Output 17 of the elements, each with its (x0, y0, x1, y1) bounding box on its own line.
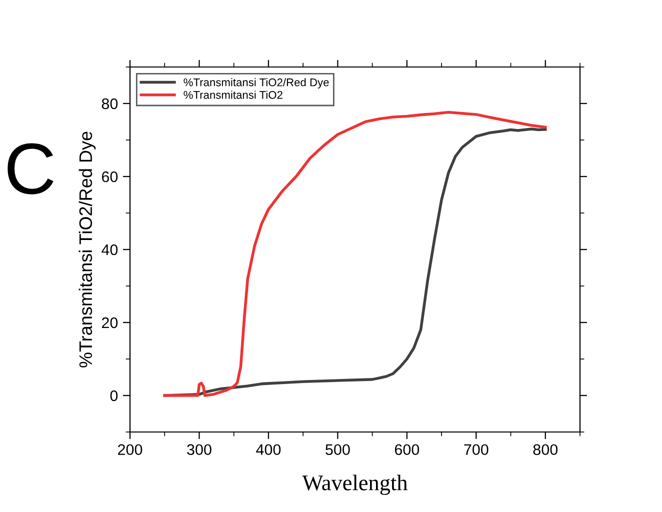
x-tick-label: 700 (464, 444, 488, 456)
x-tick-label: 400 (256, 444, 281, 456)
x-tick-label: 600 (394, 444, 420, 456)
y-tick-label: 40 (102, 244, 118, 256)
x-tick-label: 500 (326, 444, 350, 456)
legend-label: %Transmitansi TiO2 (184, 90, 282, 99)
y-tick-label: 20 (102, 317, 118, 328)
y-axis-title: %Transmitansi TiO2/Red Dye (78, 132, 96, 368)
x-tick-label: 200 (118, 444, 142, 456)
text: C (8, 143, 54, 194)
legend-label: %Transmitansi TiO2/Red Dye (184, 78, 329, 88)
y-tick-label: 80 (102, 98, 118, 110)
y-tick-label: 0 (110, 390, 118, 402)
y-tick-label: 60 (102, 171, 118, 182)
x-tick-label: 800 (533, 444, 558, 456)
x-tick-label: 300 (187, 444, 212, 456)
x-axis-title: Wavelength (302, 474, 408, 495)
